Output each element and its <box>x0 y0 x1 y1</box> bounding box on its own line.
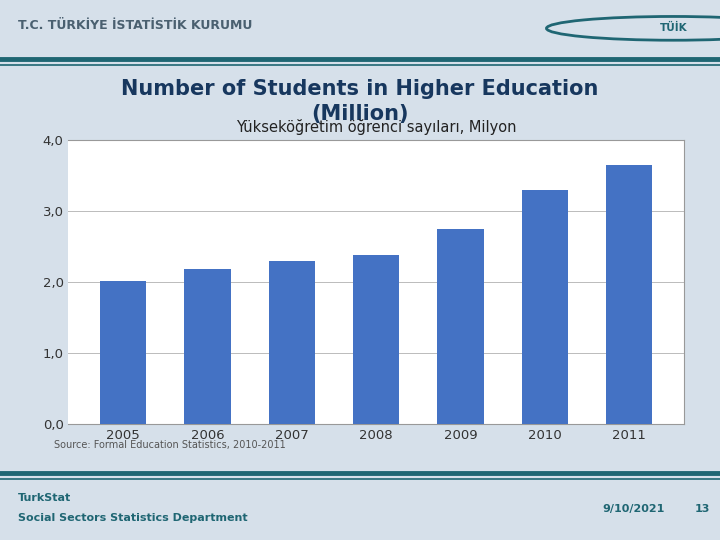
Text: 9/10/2021: 9/10/2021 <box>603 504 665 515</box>
Bar <box>184 269 230 424</box>
Text: TÜİK: TÜİK <box>660 23 687 33</box>
Bar <box>606 165 652 424</box>
Bar <box>269 261 315 424</box>
Text: Number of Students in Higher Education
(Million): Number of Students in Higher Education (… <box>121 79 599 124</box>
Text: T.C. TÜRKİYE İSTATİSTİK KURUMU: T.C. TÜRKİYE İSTATİSTİK KURUMU <box>18 19 253 32</box>
Text: Source: Formal Education Statistics, 2010-2011: Source: Formal Education Statistics, 201… <box>54 440 286 450</box>
Bar <box>100 281 146 424</box>
Text: 13: 13 <box>694 504 710 515</box>
Bar <box>353 255 400 424</box>
Text: Social Sectors Statistics Department: Social Sectors Statistics Department <box>18 513 248 523</box>
Title: Yükseköğretim öğrenci sayıları, Milyon: Yükseköğretim öğrenci sayıları, Milyon <box>236 119 516 135</box>
Bar <box>437 229 484 424</box>
Text: TurkStat: TurkStat <box>18 494 71 503</box>
Bar <box>522 190 568 424</box>
